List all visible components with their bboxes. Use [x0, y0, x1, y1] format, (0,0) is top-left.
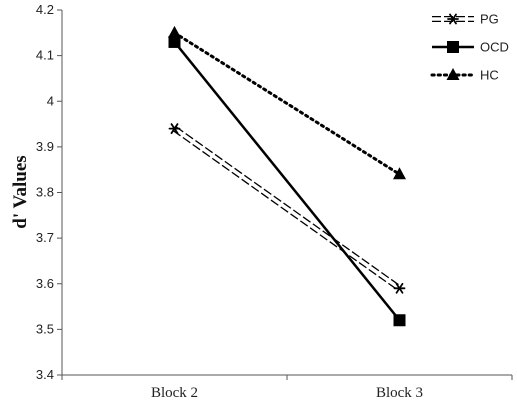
- legend-item-ocd: OCD: [432, 40, 509, 55]
- data-point-hc: [393, 167, 406, 180]
- y-tick-label: 3.6: [36, 276, 54, 291]
- data-point-pg: [168, 123, 181, 135]
- legend-marker-pg: [447, 13, 459, 25]
- x-tick-label: Block 3: [376, 385, 423, 401]
- axes: 3.4 3.5 3.6 3.7 3.8 3.9 4 4.1 4.2 Block 2 Block 3: [36, 2, 513, 401]
- series-line-hc: [173, 31, 401, 176]
- data-point-ocd: [393, 314, 406, 327]
- x-tick-label: Block 2: [151, 385, 198, 401]
- legend-item-pg: PG: [432, 12, 499, 27]
- legend-label-pg: PG: [480, 12, 499, 27]
- y-tick-label: 3.7: [36, 230, 54, 245]
- legend-marker-ocd: [447, 41, 459, 53]
- series-line-ocd: [173, 41, 401, 322]
- legend-marker-hc: [446, 68, 460, 80]
- y-tick-label: 3.5: [36, 321, 54, 336]
- y-tick-label: 3.9: [36, 139, 54, 154]
- y-tick-label: 3.4: [36, 367, 54, 382]
- data-point-pg: [393, 282, 406, 294]
- legend: PG OCD HC: [430, 12, 509, 83]
- legend-line-pg: [432, 15, 474, 23]
- legend-item-hc: HC: [430, 68, 499, 83]
- series-pg: [168, 123, 406, 294]
- series-line-pg: [172, 126, 402, 291]
- y-tick-label: 4: [47, 93, 54, 108]
- y-tick-label: 3.8: [36, 185, 54, 200]
- y-axis-label: d' Values: [10, 155, 31, 228]
- data-point-hc: [168, 25, 181, 38]
- data-point-ocd: [168, 35, 181, 48]
- legend-label-ocd: OCD: [480, 40, 509, 55]
- series-ocd: [168, 35, 406, 327]
- y-tick-label: 4.2: [36, 2, 54, 17]
- legend-label-hc: HC: [480, 68, 499, 83]
- series-layer: [168, 25, 406, 327]
- series-hc: [168, 25, 406, 180]
- y-tick-label: 4.1: [36, 48, 54, 63]
